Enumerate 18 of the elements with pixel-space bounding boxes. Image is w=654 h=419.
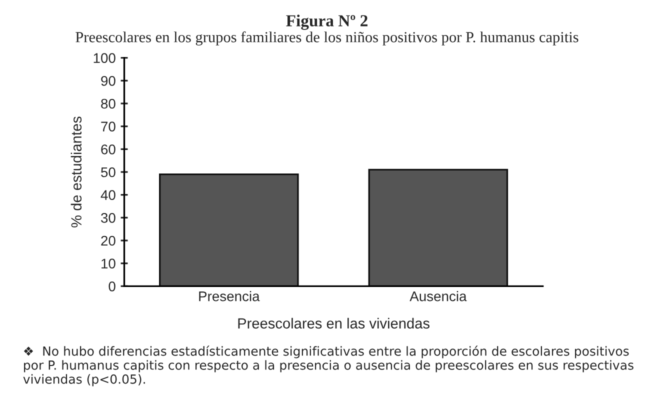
y-tick-label: 50	[101, 167, 116, 178]
y-tick-label: 90	[101, 76, 116, 86]
y-tick-label: 70	[101, 122, 116, 132]
y-tick-label: 10	[102, 258, 116, 269]
chart-title: Figura Nº 2	[286, 14, 368, 30]
x-axis-title: Preescolares en las viviendas	[238, 318, 430, 329]
y-tick-label: 0	[108, 282, 116, 292]
y-tick-label: 60	[101, 144, 116, 154]
y-tick-label: 20	[101, 236, 116, 246]
y-tick-label: 80	[101, 98, 116, 109]
y-tick-label: 100	[94, 53, 116, 63]
y-tick-label: 30	[101, 213, 116, 223]
y-axis-title: % de estudiantes	[70, 116, 82, 228]
text: ❖ No hubo diferencias estadísticamente significativas entre la proporción de escolares positivos por P. humanus capitis con respecto a la presencia o ausencia de preescolares en sus respectivas viviendas (p<0.05).	[23, 346, 634, 386]
y-tick-label: 40	[100, 190, 116, 200]
x-tick-label: Ausencia	[410, 291, 467, 302]
x-tick-label: Presencia	[199, 291, 260, 302]
chart-subtitle: Preescolares en los grupos familiares de los niños positivos por P. humanus capitis	[76, 31, 578, 46]
